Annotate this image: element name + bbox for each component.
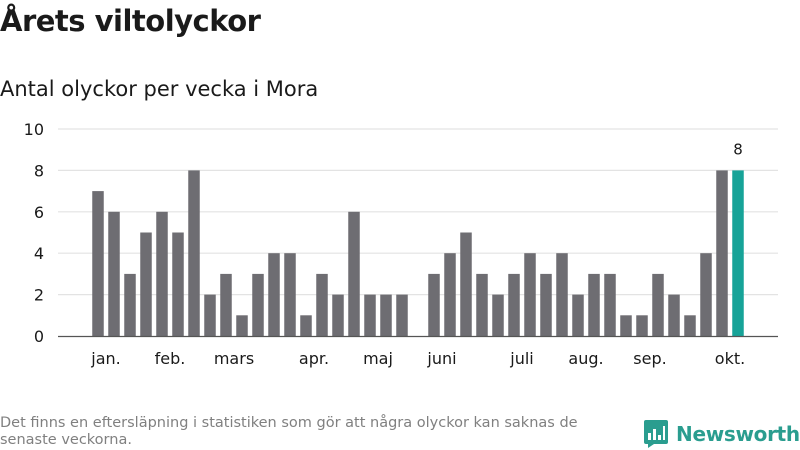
bar: [524, 253, 536, 336]
bar: [684, 315, 696, 336]
bar: [220, 273, 232, 336]
y-tick-label: 4: [34, 244, 44, 263]
x-tick-label: jan.: [90, 349, 120, 368]
bar: [364, 294, 376, 336]
footer-note: Det finns en eftersläpning i statistiken…: [0, 415, 578, 448]
bar: [140, 232, 152, 336]
bar: [236, 315, 248, 336]
bar: [476, 273, 488, 336]
x-tick-label: aug.: [568, 349, 603, 368]
bar: [300, 315, 312, 336]
bar: [540, 273, 552, 336]
bar: [508, 273, 520, 336]
bar: [316, 273, 328, 336]
bar: [556, 253, 568, 336]
bar: [444, 253, 456, 336]
bar: [732, 170, 744, 336]
bar: [332, 294, 344, 336]
y-tick-label: 2: [34, 286, 44, 305]
chart-title: Årets viltolyckor: [0, 4, 261, 38]
bar: [252, 273, 264, 336]
bar: [604, 273, 616, 336]
x-tick-label: apr.: [299, 349, 329, 368]
x-tick-label: mars: [214, 349, 254, 368]
bar: [124, 273, 136, 336]
bar: [188, 170, 200, 336]
bar: [156, 211, 168, 336]
data-label: 8: [733, 140, 743, 158]
bar-chart-logo-icon: [644, 420, 668, 448]
bar: [428, 273, 440, 336]
bar: [572, 294, 584, 336]
bar: [636, 315, 648, 336]
data-labels: 8: [733, 140, 743, 158]
y-tick-label: 10: [24, 120, 44, 139]
x-tick-label: maj: [363, 349, 393, 368]
bar: [380, 294, 392, 336]
bar-chart: 0 2 4 6 8 10 jan. feb. mars apr. maj juni juli aug. s…: [24, 120, 778, 368]
bar: [92, 191, 104, 336]
brand-name: Newsworthy: [676, 422, 800, 446]
y-tick-label: 0: [34, 327, 44, 346]
bar: [396, 294, 408, 336]
bar: [108, 211, 120, 336]
x-tick-label: sep.: [633, 349, 666, 368]
x-tick-label: okt.: [715, 349, 745, 368]
bar: [284, 253, 296, 336]
bar: [668, 294, 680, 336]
chart-subtitle: Antal olyckor per vecka i Mora: [0, 77, 319, 101]
bar: [700, 253, 712, 336]
x-tick-label: feb.: [155, 349, 186, 368]
x-tick-label: juni: [426, 349, 456, 368]
y-tick-label: 8: [34, 161, 44, 180]
bars: [92, 170, 744, 336]
bar: [588, 273, 600, 336]
bar: [172, 232, 184, 336]
bar: [204, 294, 216, 336]
x-tick-label: juli: [509, 349, 533, 368]
bar: [460, 232, 472, 336]
x-axis-ticks: jan. feb. mars apr. maj juni juli aug. sep. okt.: [90, 349, 745, 368]
y-axis-ticks: 0 2 4 6 8 10: [24, 120, 44, 346]
bar: [268, 253, 280, 336]
bar: [652, 273, 664, 336]
brand-logo[interactable]: Newsworthy: [644, 420, 800, 448]
bar: [716, 170, 728, 336]
bar: [620, 315, 632, 336]
bar: [348, 211, 360, 336]
y-tick-label: 6: [34, 203, 44, 222]
bar: [492, 294, 504, 336]
